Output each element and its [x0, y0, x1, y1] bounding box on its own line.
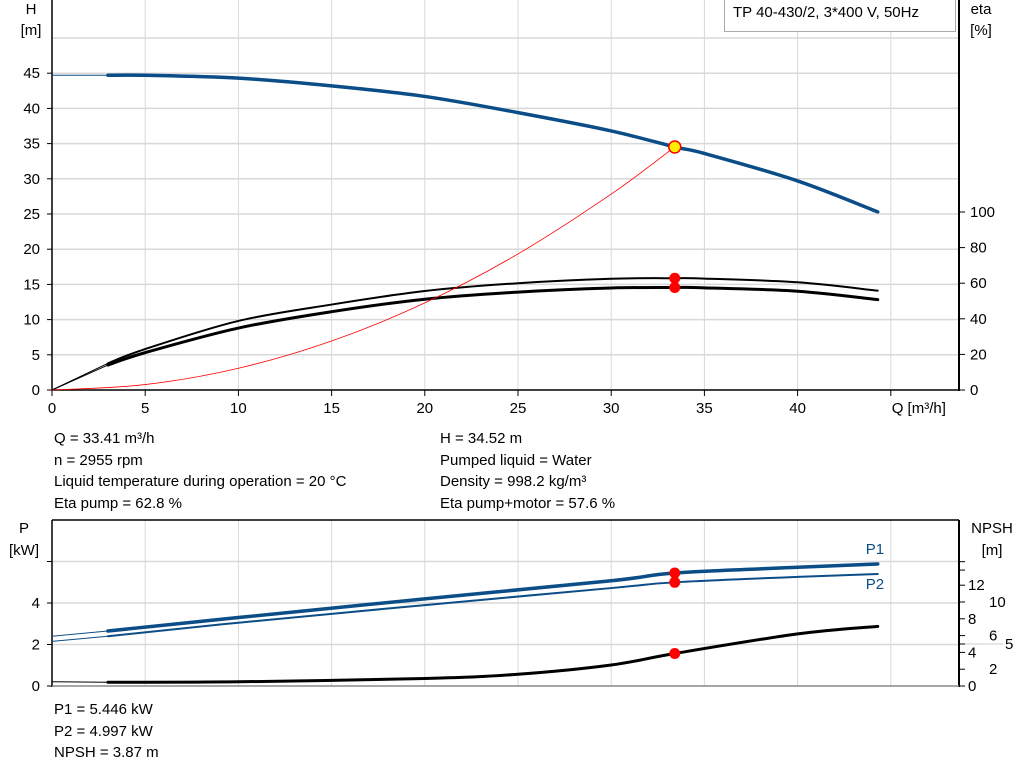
- y2-tick-label: 12: [968, 577, 985, 594]
- y-tick-label: 35: [23, 136, 40, 153]
- y2-tick-label: 5: [1005, 636, 1013, 653]
- duty-point-p1: [669, 567, 681, 579]
- result-density: Density = 998.2 kg/m³: [440, 473, 587, 490]
- duty-point-eta-pump: [669, 272, 681, 284]
- result-head: H = 34.52 m: [440, 430, 523, 447]
- y2-tick-label: 10: [989, 594, 1006, 611]
- y2-tick-label: 0: [970, 382, 978, 399]
- result-npsh: NPSH = 3.87 m: [54, 744, 159, 761]
- y-axis-label: P: [19, 520, 29, 537]
- results-right: H = 34.52 m Pumped liquid = Water Densit…: [440, 428, 615, 514]
- results-left: Q = 33.41 m³/h n = 2955 rpm Liquid tempe…: [54, 428, 346, 514]
- y2-axis-label: NPSH: [971, 520, 1013, 537]
- p2-series-label: P2: [866, 576, 884, 593]
- y-axis-label: H: [26, 1, 37, 18]
- y-tick-label: 40: [23, 100, 40, 117]
- result-eta-pump: Eta pump = 62.8 %: [54, 494, 182, 512]
- y-axis-unit: [m]: [21, 22, 42, 39]
- x-tick-label: 35: [696, 400, 713, 417]
- y2-tick-label: 2: [989, 661, 997, 678]
- y-tick-label: 4: [32, 595, 40, 612]
- y2-tick-label: 80: [970, 240, 987, 257]
- y-tick-label: 45: [23, 65, 40, 82]
- y-tick-label: 10: [23, 312, 40, 329]
- y2-axis-label: eta: [971, 1, 993, 18]
- x-tick-label: 0: [48, 400, 56, 417]
- npsh-curve: [106, 624, 880, 684]
- eta_total-curve-extension: [51, 364, 109, 391]
- x-tick-label: 40: [789, 400, 806, 417]
- y-tick-label: 30: [23, 171, 40, 188]
- y-tick-label: 0: [32, 382, 40, 399]
- y2-tick-label: 0: [968, 678, 976, 695]
- y-tick-label: 5: [32, 347, 40, 364]
- y-tick-label: 2: [32, 637, 40, 654]
- y-tick-label: 15: [23, 276, 40, 293]
- y2-tick-label: 40: [970, 311, 987, 328]
- head-curve: [106, 73, 880, 214]
- p2-curve-extension: [51, 635, 108, 642]
- pump-title: TP 40-430/2, 3*400 V, 50Hz: [724, 0, 956, 32]
- result-p2: P2 = 4.997 kW: [54, 722, 153, 740]
- y2-tick-label: 60: [970, 275, 987, 292]
- x-tick-label: 25: [510, 400, 527, 417]
- duty-point-p2: [669, 576, 681, 588]
- eta_pump-curve: [106, 277, 879, 365]
- y2-axis-unit: [%]: [970, 22, 992, 39]
- p1-series-label: P1: [866, 541, 884, 558]
- system-curve: [51, 146, 676, 391]
- x-axis-label: Q [m³/h]: [892, 400, 946, 417]
- result-speed: n = 2955 rpm: [54, 451, 143, 469]
- result-eta-total: Eta pump+motor = 57.6 %: [440, 494, 616, 512]
- duty-point-npsh: [669, 647, 681, 659]
- x-tick-label: 15: [323, 400, 340, 417]
- y2-tick-label: 6: [989, 628, 997, 645]
- x-tick-label: 10: [230, 400, 247, 417]
- y2-tick-label: 100: [970, 204, 995, 221]
- duty-point-head: [668, 140, 682, 154]
- x-tick-label: 30: [603, 400, 620, 417]
- p1-curve-extension: [51, 630, 108, 637]
- result-flow: Q = 33.41 m³/h: [54, 430, 155, 447]
- p1-curve: [106, 562, 880, 633]
- y-tick-label: 20: [23, 241, 40, 258]
- y-axis-unit: [kW]: [9, 542, 39, 559]
- eta_total-curve: [106, 285, 880, 367]
- x-tick-label: 20: [416, 400, 433, 417]
- result-p1: P1 = 5.446 kW: [54, 701, 153, 718]
- y2-tick-label: 8: [968, 611, 976, 628]
- result-temperature: Liquid temperature during operation = 20…: [54, 473, 347, 490]
- y-tick-label: 0: [32, 678, 40, 695]
- y-tick-label: 25: [23, 206, 40, 223]
- duty-point-eta-total: [669, 281, 681, 293]
- results-bottom: P1 = 5.446 kW P2 = 4.997 kW NPSH = 3.87 …: [54, 699, 159, 764]
- y2-axis-unit: [m]: [982, 542, 1003, 559]
- y2-tick-label: 4: [968, 644, 976, 661]
- x-tick-label: 5: [141, 400, 149, 417]
- y2-tick-label: 20: [970, 346, 987, 363]
- p2-curve: [106, 572, 879, 638]
- result-liquid: Pumped liquid = Water: [440, 451, 592, 469]
